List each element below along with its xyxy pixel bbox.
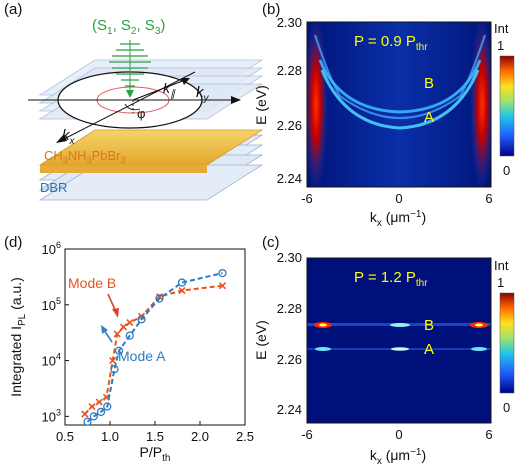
colorbar-b: Int 1 0 [494,21,515,178]
map-c-mode-b-label: B [424,317,434,334]
map-panel-b: P = 0.9 Pthr B A [306,21,492,188]
data-point [96,407,106,417]
map-c-ytick: 2.28 [277,301,302,316]
map-c-xtick: 0 [395,427,402,442]
map-axes: 2.30 2.28 2.26 2.24 -6 0 6 2.30 2.28 2.2… [253,15,493,467]
map-c-background [307,258,491,423]
colorbar-b-max: 1 [497,38,504,53]
x-tick-label: 2.0 [191,429,209,444]
map-b-ytick: 2.24 [277,171,302,186]
map-b-mode-b-label: B [424,75,434,92]
chart-ylabel: Integrated IPL (a.u.) [8,277,28,397]
data-point [113,330,121,338]
k-parallel-label: k∥ [163,80,176,100]
x-tick-label: 1.5 [146,429,164,444]
colorbar-c-min: 0 [503,400,510,415]
map-b-xtick: -6 [301,191,313,206]
data-point [177,278,187,287]
map-b-ylabel: E (eV) [253,85,269,125]
kx-label: kx [62,127,76,147]
map-b-ytick: 2.26 [277,118,302,133]
data-point [155,294,164,303]
phi-label: φ [137,106,145,121]
panel-label-c: (c) [262,234,280,251]
mode-b-dispersion [318,59,482,114]
map-panel-c: P = 1.2 Pthr B A [306,257,492,424]
dbr-label: DBR [40,180,67,195]
perovskite-layer-edge [40,165,207,173]
map-b-xtick: 0 [395,191,402,206]
data-point [88,402,96,411]
series-line-mode-a [86,272,223,423]
map-c-xtick: 6 [485,427,492,442]
data-point [109,357,117,365]
stokes-label: (S1, S2, S3) [92,17,165,37]
panel-label-b: (b) [262,1,280,18]
data-point [81,410,89,418]
ky-label: ky [196,84,210,104]
perovskite-label: CH3NH3PbBr3 [44,148,126,165]
map-b-ytick: 2.28 [277,63,302,78]
x-tick-label: 1.0 [101,429,119,444]
colorbar-b-title: Int [494,21,509,36]
map-c-power-label: P = 1.2 Pthr [354,269,428,289]
y-tick-label: 106 [42,240,61,257]
stokes-wavepacket [109,40,151,98]
map-c-ytick: 2.30 [277,250,302,265]
map-b-background [307,22,491,187]
y-tick-label: 105 [42,296,61,313]
integrated-intensity-chart: 0.5 1.0 1.5 2.0 2.5 103 104 105 106 Mode B Mode … [8,240,254,464]
y-tick-label: 103 [42,407,61,424]
colorbar-c-max: 1 [497,275,504,290]
colorbar-c-title: Int [494,258,509,273]
data-point [218,282,227,290]
data-point [178,286,186,295]
mode-a-arrow [103,329,113,343]
x-tick-label: 0.5 [56,429,74,444]
panel-label-d: (d) [4,234,22,251]
colorbar-c: Int 1 0 [494,258,515,415]
map-c-ytick: 2.26 [277,352,302,367]
mode-a-annotation: Mode A [118,348,166,364]
data-point [125,331,134,340]
data-point [119,323,128,331]
panel-label-a: (a) [4,1,22,18]
map-b-power-label: P = 0.9 Pthr [354,33,428,53]
map-b-xtick: 6 [485,191,492,206]
colorbar-b-min: 0 [503,163,510,178]
map-c-ytick: 2.24 [277,402,302,417]
map-c-mode-a-label: A [424,341,434,358]
data-point [110,365,119,374]
map-b-xlabel: kx (μm−1) [370,209,426,229]
y-tick-label: 104 [42,352,61,369]
x-tick-label: 2.5 [236,429,254,444]
map-c-ylabel: E (eV) [253,320,269,360]
mode-a-dispersion [320,69,480,130]
data-point [114,346,124,355]
mode-b-annotation: Mode B [68,275,116,291]
data-point [126,319,134,327]
data-point [137,315,146,324]
data-point [83,417,92,426]
data-point [89,412,98,421]
chart-xlabel: P/Pth [140,444,171,464]
map-b-mode-a-label: A [424,109,434,126]
map-c-xlabel: kx (μm−1) [370,447,426,467]
data-point [218,268,227,278]
data-point [95,398,103,406]
map-c-xtick: -6 [301,427,313,442]
data-point [103,402,112,411]
data-point [155,293,164,301]
map-b-ytick: 2.30 [277,15,302,30]
schematic-panel: (S1, S2, S3) k∥ ky kx φ CH3NH3PbBr3 DBR [28,17,264,201]
